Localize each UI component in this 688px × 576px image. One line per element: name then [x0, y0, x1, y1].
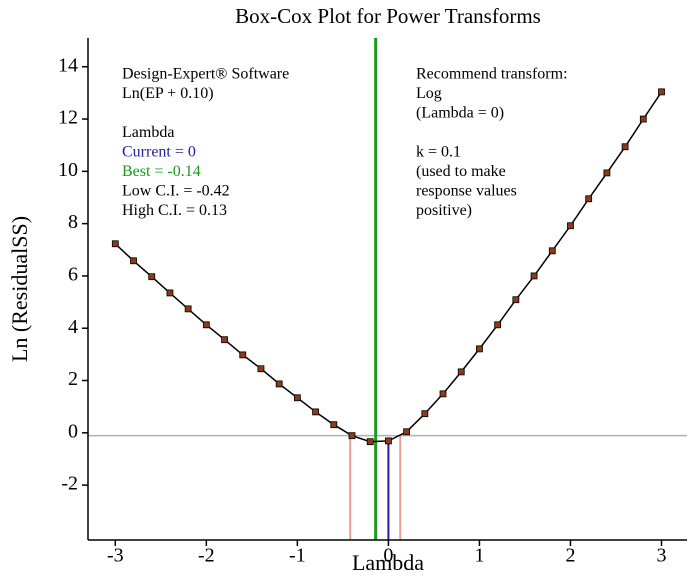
- annotation: (Lambda = 0): [416, 105, 504, 122]
- data-point: [439, 390, 447, 398]
- data-point: [567, 222, 574, 230]
- y-tick-label: 2: [68, 368, 78, 390]
- chart-title: Box-Cox Plot for Power Transforms: [235, 4, 541, 28]
- data-point: [148, 273, 156, 281]
- annotation: k = 0.1: [416, 144, 461, 161]
- data-point: [658, 88, 665, 96]
- x-tick-label: 2: [565, 545, 575, 567]
- y-tick-label: 10: [58, 159, 78, 181]
- data-point: [585, 195, 593, 203]
- annotation: Best = -0.14: [122, 163, 201, 180]
- annotation: (used to make: [416, 163, 506, 180]
- annotation: Ln(EP + 0.10): [122, 85, 214, 102]
- x-axis-label: Lambda: [352, 550, 424, 575]
- x-tick-label: 1: [474, 545, 484, 567]
- y-tick-label: -2: [61, 473, 78, 495]
- data-point: [293, 394, 301, 402]
- data-point: [202, 321, 210, 329]
- data-point: [257, 365, 265, 373]
- y-tick-label: 6: [68, 264, 78, 286]
- data-point: [275, 380, 283, 388]
- data-point: [348, 432, 356, 440]
- data-point: [239, 351, 247, 359]
- data-point: [476, 345, 483, 353]
- data-line: [114, 91, 663, 443]
- data-point: [421, 410, 429, 418]
- data-point: [111, 240, 119, 248]
- annotation: positive): [416, 202, 472, 219]
- x-tick-label: -2: [198, 545, 215, 567]
- annotation: High C.I. = 0.13: [122, 202, 227, 219]
- annotation: Current = 0: [122, 144, 196, 161]
- x-tick-label: 0: [383, 545, 393, 567]
- y-tick-label: 12: [58, 107, 78, 129]
- data-point: [512, 296, 520, 304]
- data-point: [603, 169, 611, 177]
- data-point: [548, 247, 556, 255]
- data-point: [184, 305, 192, 313]
- x-tick-label: -1: [289, 545, 306, 567]
- data-point: [221, 336, 228, 344]
- data-point: [385, 437, 392, 445]
- annotation: Lambda: [122, 124, 174, 141]
- data-point: [494, 321, 502, 329]
- y-tick-label: 14: [58, 54, 78, 76]
- x-tick-label: -3: [107, 545, 124, 567]
- data-point: [457, 368, 465, 376]
- data-point: [130, 257, 137, 265]
- y-tick-label: 0: [68, 420, 78, 442]
- data-point: [330, 421, 338, 429]
- annotation: Design-Expert® Software: [122, 66, 289, 83]
- annotation: Recommend transform:: [416, 66, 568, 83]
- data-point: [403, 428, 411, 436]
- data-point: [621, 143, 629, 151]
- x-tick-label: 3: [657, 545, 667, 567]
- y-axis-label: Ln (ResidualSS): [7, 216, 32, 362]
- y-tick-label: 4: [68, 316, 78, 338]
- data-point: [530, 272, 538, 280]
- data-point: [639, 115, 647, 123]
- data-point: [166, 289, 174, 297]
- annotation: Low C.I. = -0.42: [122, 183, 230, 200]
- annotation: response values: [416, 183, 517, 200]
- y-tick-label: 8: [68, 211, 78, 233]
- annotation: Log: [416, 85, 442, 102]
- data-point: [312, 408, 319, 416]
- data-point: [366, 438, 374, 446]
